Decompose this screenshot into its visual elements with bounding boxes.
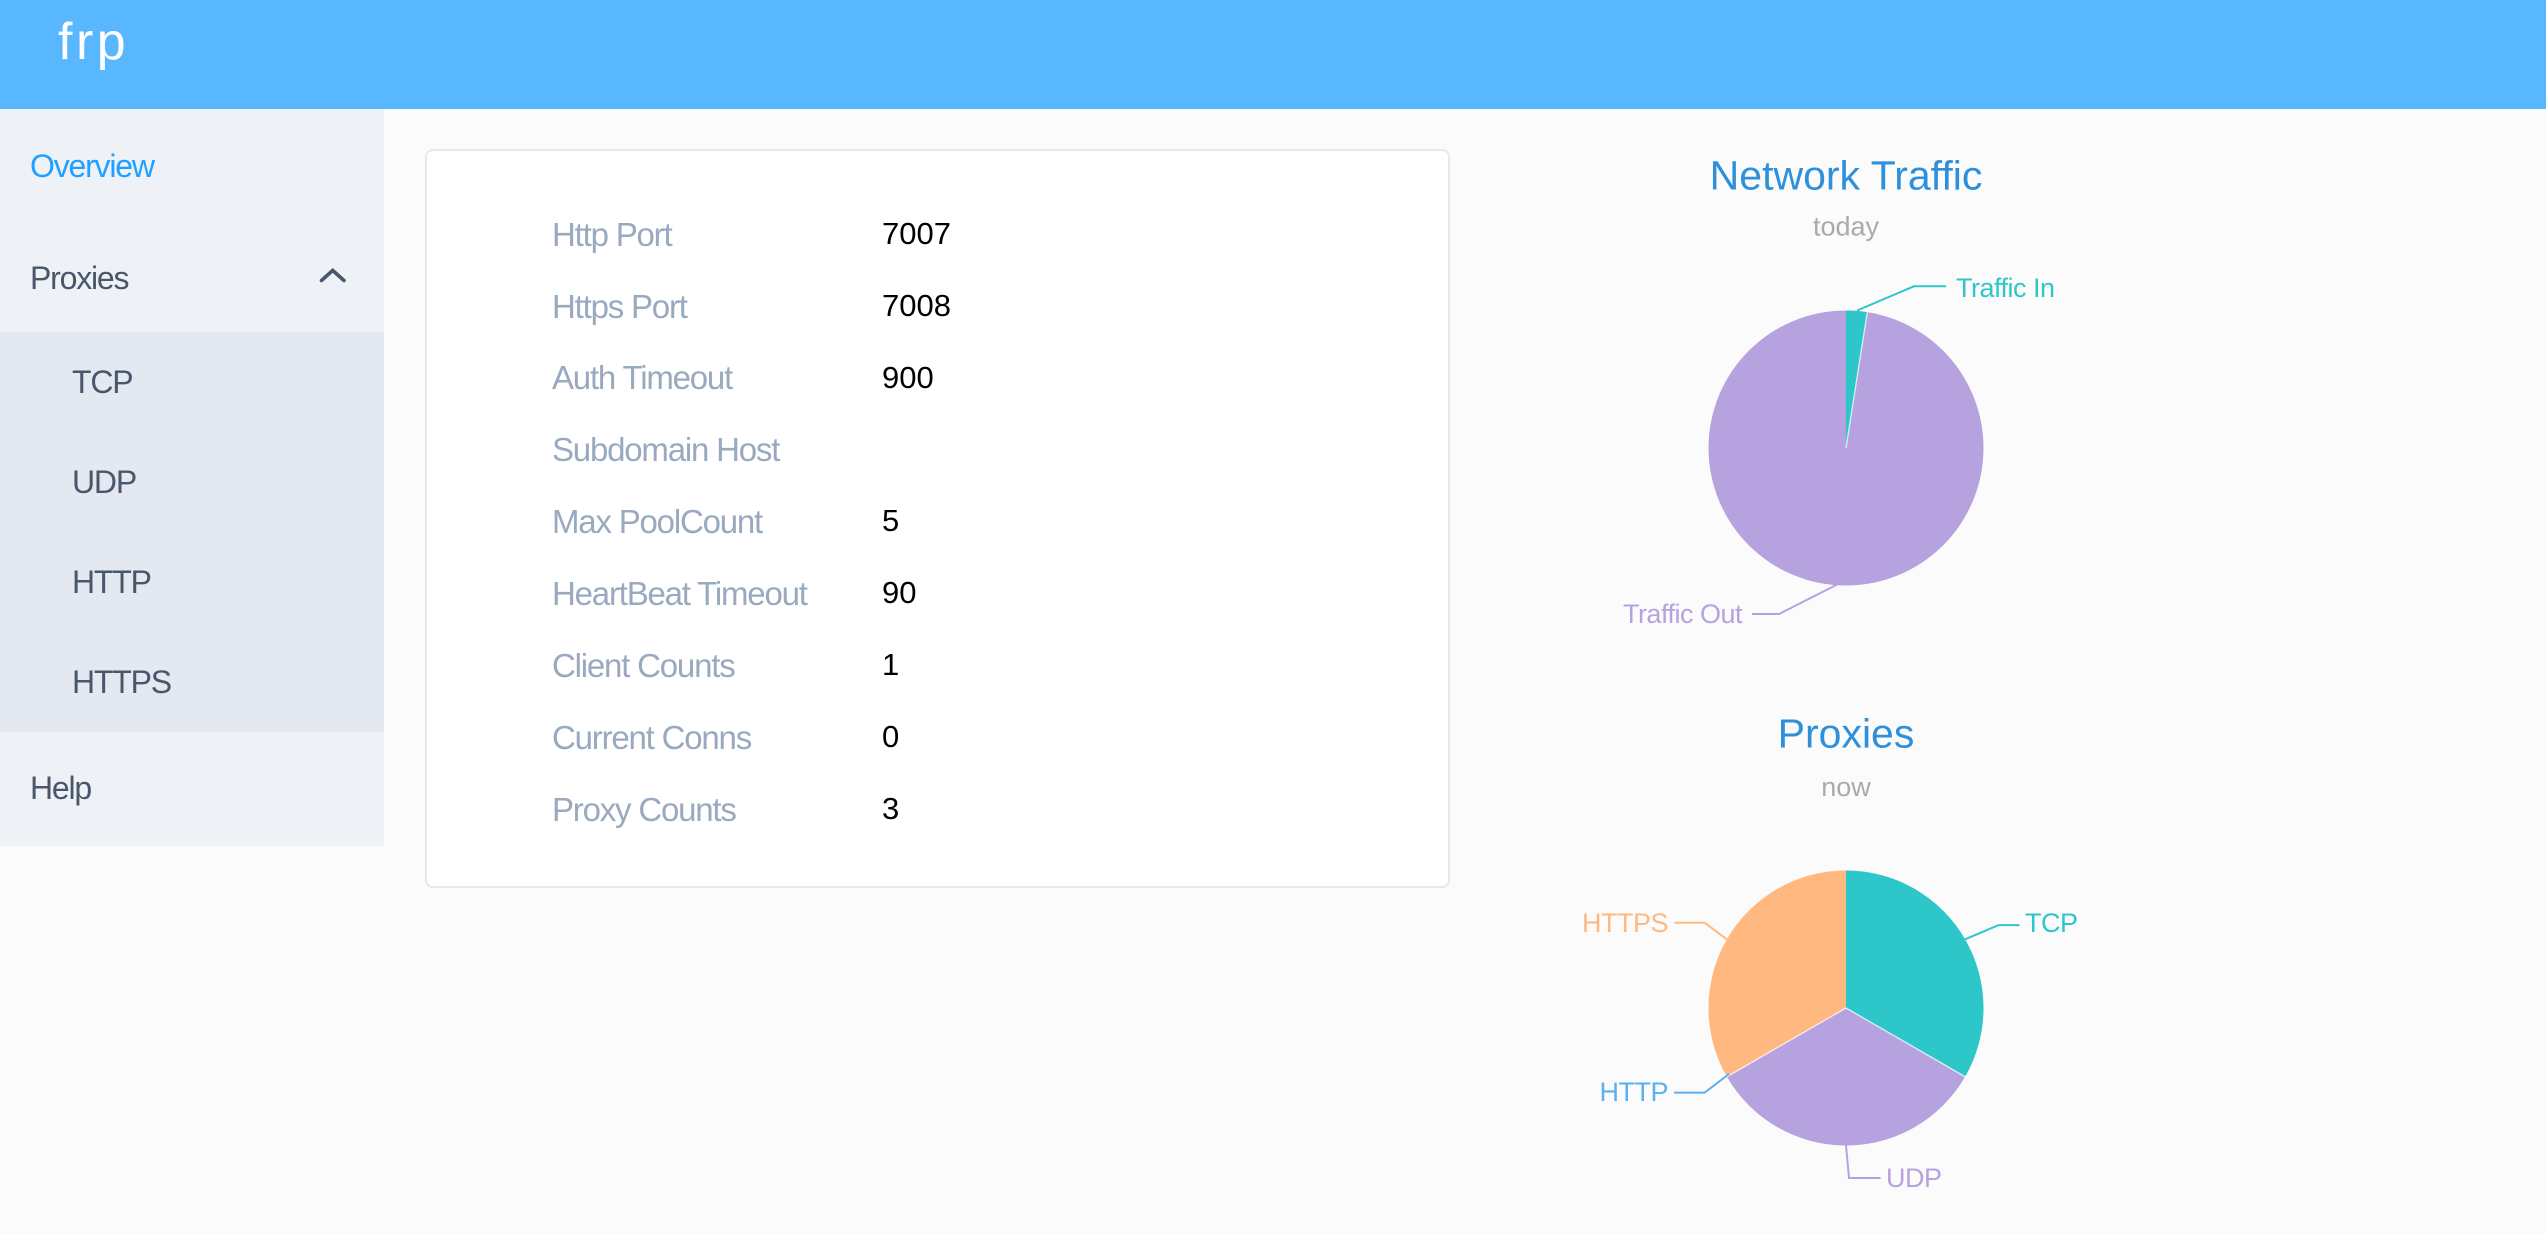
svg-text:HTTPS: HTTPS: [1582, 908, 1668, 938]
svg-text:Network Traffic: Network Traffic: [1710, 153, 1983, 199]
svg-text:Traffic Out: Traffic Out: [1623, 599, 1743, 629]
svg-text:UDP: UDP: [1886, 1163, 1942, 1193]
svg-text:TCP: TCP: [2025, 908, 2078, 938]
svg-text:Traffic In: Traffic In: [1956, 273, 2055, 303]
svg-text:HTTP: HTTP: [1600, 1077, 1669, 1107]
svg-text:today: today: [1813, 212, 1880, 242]
svg-text:Proxies: Proxies: [1778, 711, 1915, 757]
svg-text:now: now: [1821, 772, 1871, 802]
